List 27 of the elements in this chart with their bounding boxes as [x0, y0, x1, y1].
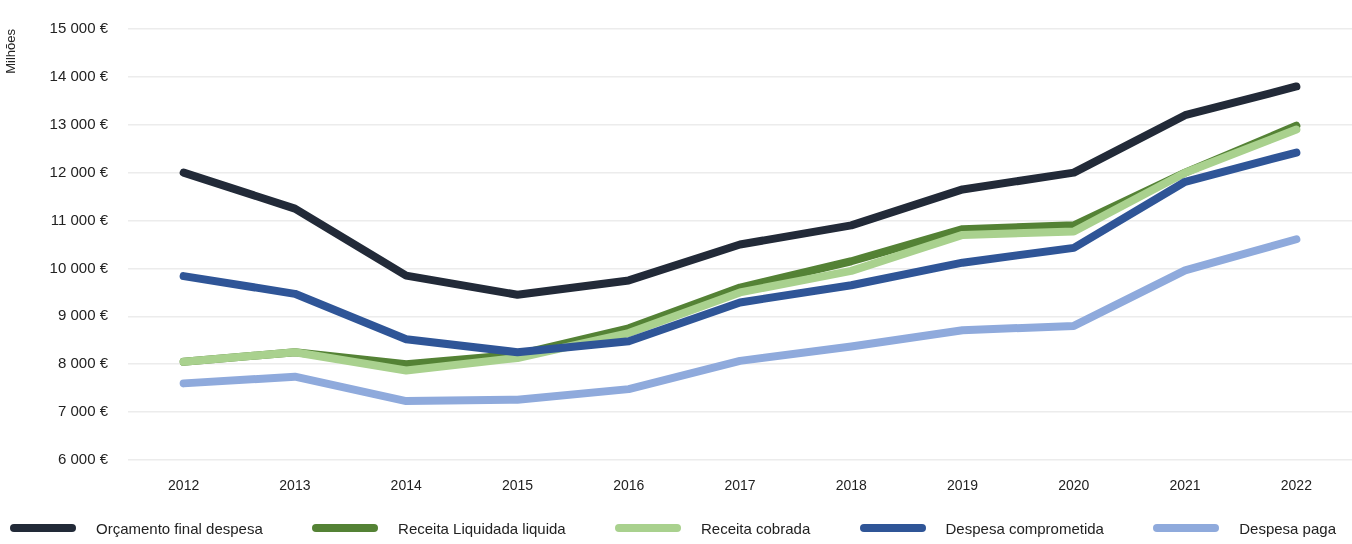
legend-label: Despesa comprometida: [945, 519, 1104, 537]
legend-label: Receita Liquidada liquida: [398, 519, 566, 537]
x-tick-label: 2013: [279, 477, 311, 494]
x-tick-label: 2020: [1058, 477, 1090, 494]
y-tick-label: 11 000 €: [50, 210, 109, 228]
y-tick-label: 10 000 €: [49, 258, 109, 276]
y-tick-label: 8 000 €: [57, 354, 109, 372]
legend-label: Receita cobrada: [700, 519, 811, 537]
x-tick-label: 2021: [1169, 477, 1201, 494]
y-tick-label: 15 000 €: [49, 19, 109, 37]
x-tick-label: 2019: [946, 477, 979, 494]
y-axis-title: Milhões: [3, 28, 19, 74]
x-tick-label: 2016: [613, 477, 645, 494]
legend-label: Despesa paga: [1239, 519, 1336, 537]
x-tick-label: 2018: [835, 477, 868, 494]
y-tick-label: 12 000 €: [49, 162, 109, 180]
y-tick-label: 6 000 €: [57, 450, 109, 468]
y-tick-label: 14 000 €: [49, 67, 109, 85]
x-tick-label: 2012: [168, 477, 200, 494]
y-tick-label: 7 000 €: [57, 402, 109, 420]
x-tick-label: 2022: [1280, 477, 1313, 494]
y-tick-label: 9 000 €: [57, 306, 109, 324]
x-tick-label: 2014: [390, 477, 422, 494]
y-tick-label: 13 000 €: [49, 114, 109, 132]
x-tick-label: 2017: [724, 477, 756, 494]
legend-label: Orçamento final despesa: [96, 519, 263, 537]
x-tick-label: 2015: [501, 477, 534, 494]
